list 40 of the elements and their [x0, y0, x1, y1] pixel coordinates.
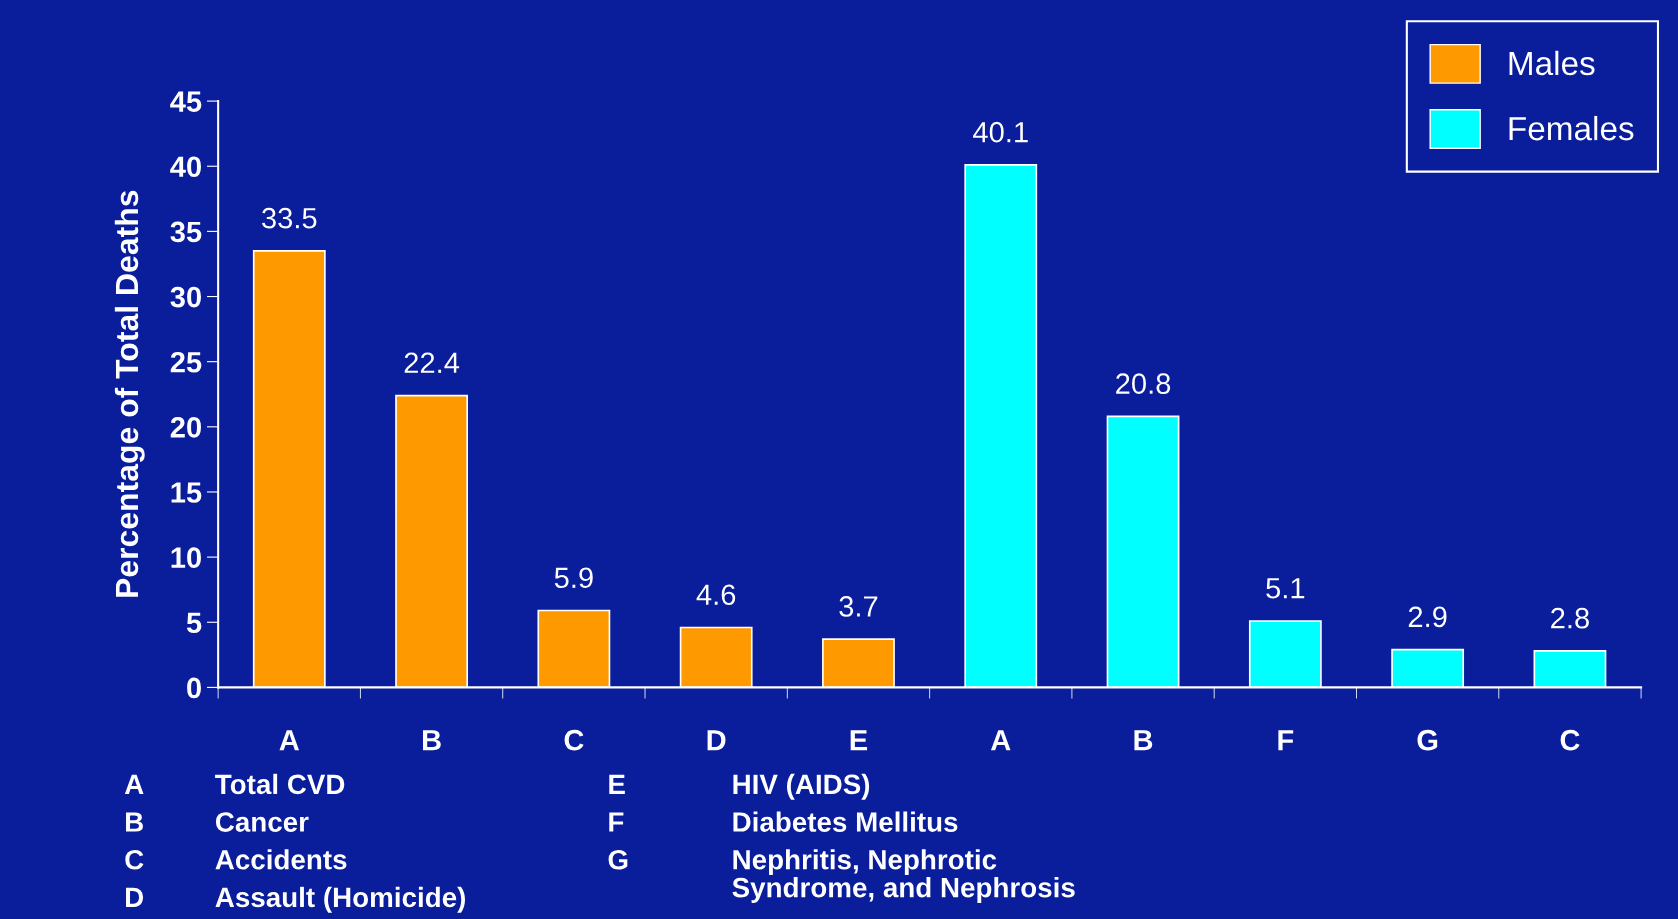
- text: G Nephritis, Nephrotic Syndrome, and Nephrosis: [608, 849, 1075, 903]
- data-label: 22.4: [404, 352, 460, 373]
- y-tick-label: 20: [170, 417, 201, 438]
- data-label: 2.8: [1551, 607, 1589, 629]
- y-tick-label: 40: [170, 156, 201, 178]
- text: D Assault (Homicide): [126, 886, 465, 913]
- y-tick-label: 0: [187, 677, 201, 699]
- text: A Total CVD: [124, 773, 345, 795]
- data-label: 5.9: [554, 567, 593, 589]
- x-tick-label: G: [1417, 729, 1438, 751]
- data-label: 4.6: [696, 584, 736, 606]
- x-tick-label: B: [423, 730, 441, 751]
- x-tick-label: A: [990, 730, 1011, 751]
- y-tick-label: 35: [170, 221, 202, 243]
- x-tick-label: D: [707, 730, 726, 751]
- y-tick-label: 45: [170, 91, 202, 112]
- data-label: 20.8: [1116, 373, 1171, 394]
- text: F Diabetes Mellitus: [609, 811, 958, 832]
- x-tick-label: C: [1560, 729, 1580, 751]
- y-tick-label: 10: [171, 547, 201, 568]
- legend-label: Females: [1509, 115, 1634, 141]
- x-tick-label: F: [1278, 730, 1294, 751]
- legend-label: Males: [1509, 50, 1595, 76]
- text: B Cancer: [126, 812, 309, 832]
- data-label: 2.9: [1408, 606, 1447, 628]
- data-label: 40.1: [973, 121, 1028, 143]
- y-tick-label: 25: [170, 351, 202, 373]
- y-tick-label: 15: [171, 482, 202, 503]
- x-tick-label: E: [850, 730, 868, 751]
- x-tick-label: C: [564, 729, 584, 751]
- x-tick-label: B: [1134, 730, 1153, 751]
- text: E HIV (AIDS): [609, 773, 870, 800]
- x-tick-label: A: [279, 730, 300, 751]
- data-label: 5.1: [1266, 578, 1305, 599]
- text: C Accidents: [125, 849, 347, 870]
- y-axis-title: Percentage of Total Deaths: [114, 190, 145, 597]
- data-label: 3.7: [839, 596, 878, 617]
- y-tick-label: 30: [170, 286, 201, 308]
- data-label: 33.5: [262, 207, 317, 229]
- y-tick-label: 5: [186, 612, 202, 634]
